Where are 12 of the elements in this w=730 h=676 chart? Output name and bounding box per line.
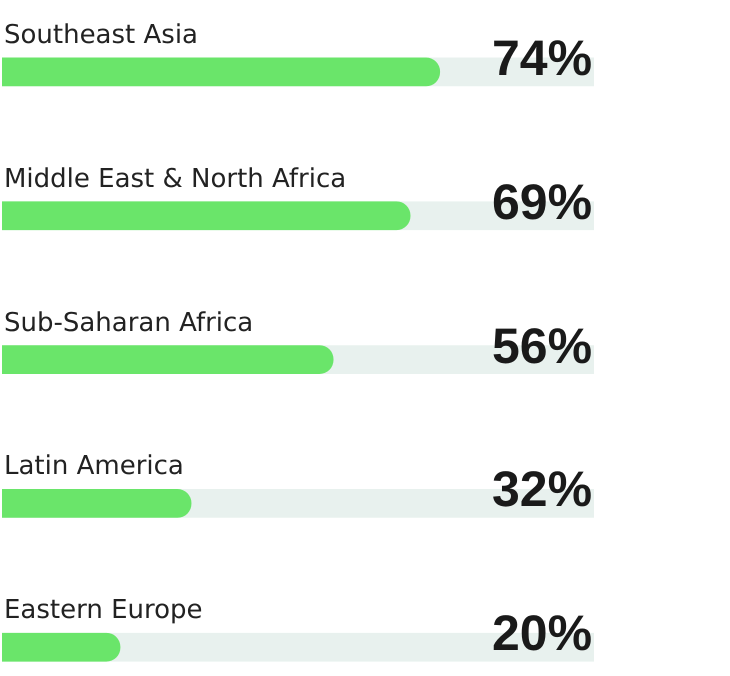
y-tick-label: Southeast Asia <box>4 20 198 50</box>
y-tick-label: Middle East & North Africa <box>4 164 346 194</box>
data-label: 20% <box>492 605 592 661</box>
bar <box>2 632 120 662</box>
data-label: 32% <box>492 461 592 517</box>
data-label: 74% <box>492 30 592 86</box>
y-tick-label: Sub-Saharan Africa <box>4 308 254 338</box>
bar <box>2 489 192 518</box>
data-label: 56% <box>492 318 592 374</box>
y-tick-label: Latin America <box>4 451 184 481</box>
y-tick-label: Eastern Europe <box>4 595 203 625</box>
data-label: 69% <box>492 174 592 230</box>
